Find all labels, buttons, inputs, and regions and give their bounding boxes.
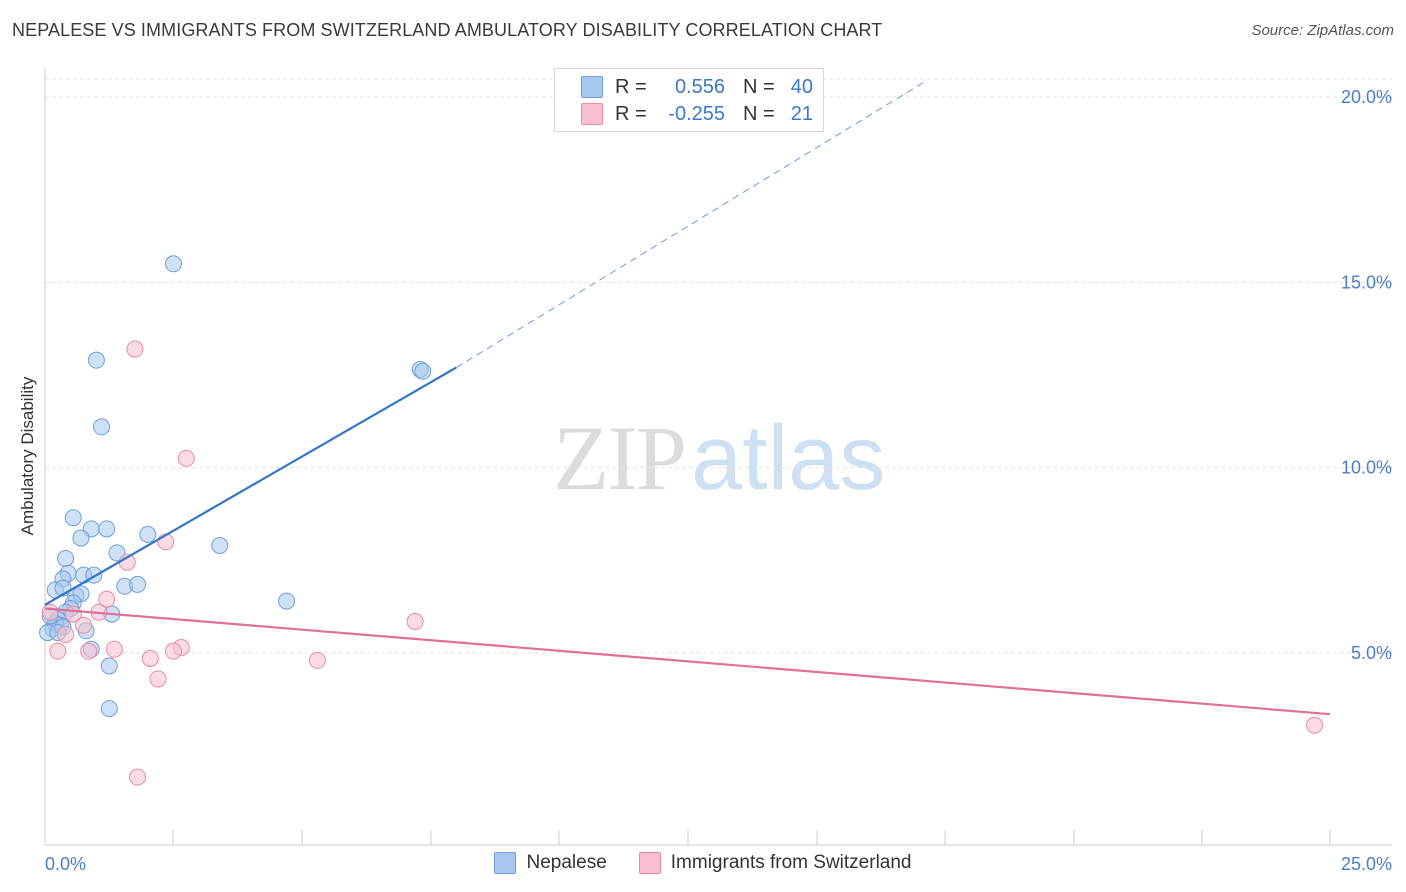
trendline-switzerland bbox=[44, 607, 1331, 716]
trendline-nepalese bbox=[44, 366, 457, 606]
data-point-switzerland bbox=[57, 625, 75, 643]
y-tick-label: 10.0% bbox=[1341, 458, 1392, 478]
legend-r-label: R = bbox=[615, 102, 647, 125]
data-point-switzerland bbox=[105, 640, 123, 658]
legend-r-value: -0.255 bbox=[668, 102, 725, 125]
data-point-nepalese bbox=[100, 657, 118, 675]
data-point-nepalese bbox=[100, 700, 118, 718]
legend-r-label: R = bbox=[615, 75, 647, 98]
series-legend: Nepalese Immigrants from Switzerland bbox=[0, 852, 1406, 874]
data-point-nepalese bbox=[211, 537, 229, 555]
data-point-nepalese bbox=[139, 525, 157, 543]
data-point-nepalese bbox=[87, 351, 105, 369]
y-tick-label: 20.0% bbox=[1341, 87, 1392, 107]
legend-n-value: 40 bbox=[790, 75, 813, 98]
data-point-nepalese bbox=[98, 520, 116, 538]
x-tick-label: 25.0% bbox=[1341, 854, 1392, 874]
legend-swatch-nepalese bbox=[581, 76, 603, 98]
source-label: Source: ZipAtlas.com bbox=[1251, 22, 1394, 39]
x-tick-label: 0.0% bbox=[45, 854, 86, 874]
data-point-nepalese bbox=[93, 418, 111, 436]
data-point-switzerland bbox=[126, 340, 144, 358]
legend-n-value: 21 bbox=[790, 102, 813, 125]
data-point-switzerland bbox=[80, 642, 98, 660]
data-point-nepalese bbox=[129, 575, 147, 593]
data-point-nepalese bbox=[414, 362, 432, 380]
data-point-switzerland bbox=[177, 449, 195, 467]
data-point-switzerland bbox=[1306, 716, 1324, 734]
chart-title: NEPALESE VS IMMIGRANTS FROM SWITZERLAND … bbox=[12, 20, 883, 40]
legend-item-switzerland[interactable]: Immigrants from Switzerland bbox=[638, 852, 912, 874]
data-point-switzerland bbox=[98, 590, 116, 608]
data-point-nepalese bbox=[278, 592, 296, 610]
legend-r-value: 0.556 bbox=[674, 75, 725, 98]
legend-label-nepalese: Nepalese bbox=[526, 852, 607, 873]
data-point-nepalese bbox=[165, 255, 182, 273]
legend-label-switzerland: Immigrants from Switzerland bbox=[670, 852, 912, 873]
y-tick-label: 15.0% bbox=[1341, 272, 1392, 292]
legend-item-nepalese[interactable]: Nepalese bbox=[494, 852, 607, 874]
data-point-switzerland bbox=[75, 616, 93, 634]
legend-swatch-switzerland bbox=[581, 103, 603, 125]
legend-swatch-nepalese bbox=[494, 852, 517, 874]
stats-legend: R = 0.556 N = 40 R = -0.255 N = 21 bbox=[554, 68, 824, 132]
legend-row-nepalese: R = 0.556 N = 40 bbox=[581, 74, 813, 100]
legend-n-label: N = bbox=[743, 102, 775, 125]
data-point-nepalese bbox=[64, 509, 82, 527]
data-point-switzerland bbox=[406, 612, 424, 630]
trendline-nepalese-extension bbox=[455, 81, 925, 369]
data-point-switzerland bbox=[149, 670, 167, 688]
data-point-switzerland bbox=[49, 642, 67, 660]
legend-row-switzerland: R = -0.255 N = 21 bbox=[581, 101, 813, 127]
data-point-switzerland bbox=[165, 642, 182, 660]
y-tick-label: 5.0% bbox=[1351, 643, 1392, 663]
data-point-switzerland bbox=[308, 651, 326, 669]
data-point-nepalese bbox=[57, 549, 75, 567]
data-point-switzerland bbox=[129, 768, 147, 786]
data-point-nepalese bbox=[72, 529, 90, 547]
legend-swatch-switzerland bbox=[638, 852, 661, 874]
legend-n-label: N = bbox=[743, 75, 775, 98]
data-point-switzerland bbox=[141, 650, 159, 668]
data-point-switzerland bbox=[41, 603, 59, 621]
